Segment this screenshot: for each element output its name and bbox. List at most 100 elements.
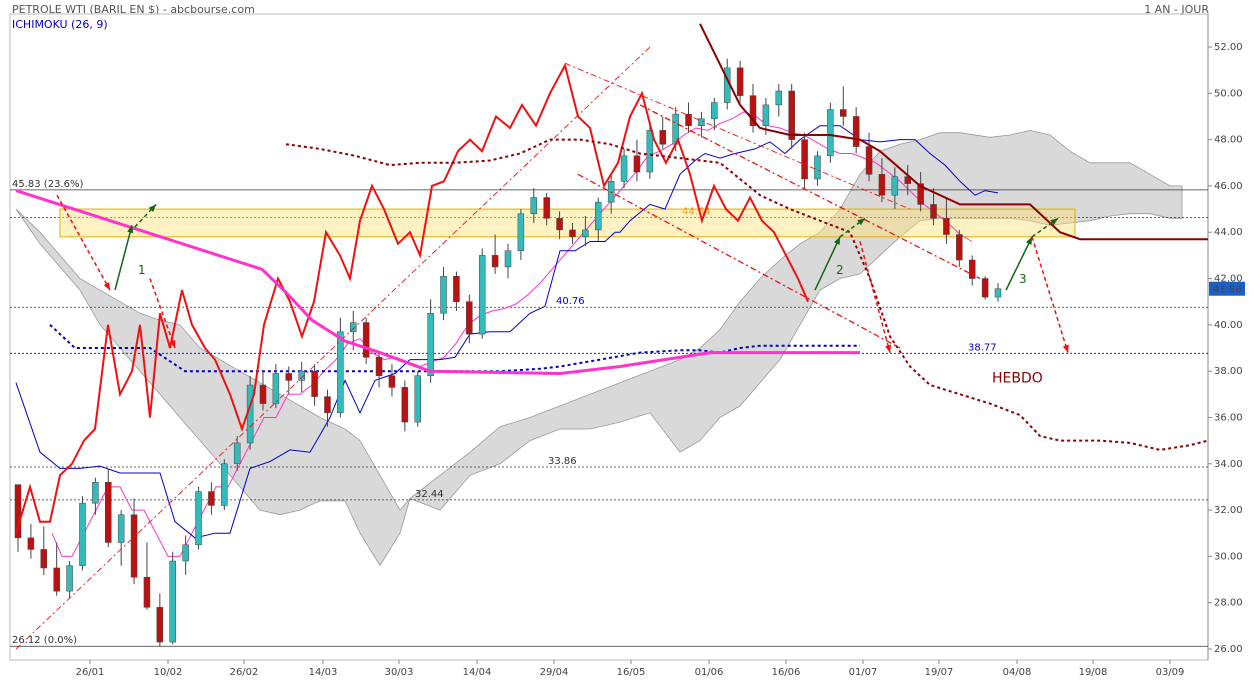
arrow-up-green	[814, 236, 841, 291]
hebdo-kijun-line	[699, 23, 1208, 241]
candle-body	[968, 259, 976, 279]
chart-title: PETROLE WTI (BARIL EN $) - abcbourse.com	[12, 3, 255, 16]
x-tick-label: 14/03	[309, 667, 338, 678]
candle-body	[66, 565, 73, 592]
arrow-down-red	[1031, 236, 1069, 353]
candle-body	[543, 197, 550, 219]
candle-body	[711, 102, 718, 120]
candle-body	[79, 502, 86, 566]
y-tick-label: 52.00	[1214, 42, 1243, 53]
candle-body	[453, 275, 460, 302]
candle-body	[956, 234, 963, 261]
y-tick-label: 28.00	[1214, 598, 1243, 609]
candle-body	[388, 375, 396, 388]
arrow-down-red	[149, 278, 176, 349]
y-tick-label: 50.00	[1214, 88, 1243, 99]
x-tick-label: 14/04	[463, 667, 492, 678]
y-tick-label: 42.00	[1214, 274, 1243, 285]
x-tick-label: 30/03	[385, 667, 414, 678]
candle-body	[105, 482, 112, 543]
candle-body	[466, 301, 473, 335]
x-tick-label: 03/09	[1156, 667, 1185, 678]
x-tick-label: 29/04	[540, 667, 569, 678]
candle-body	[788, 90, 795, 140]
y-tick-label: 48.00	[1214, 135, 1243, 146]
arrow-up-green-dashed-head	[148, 204, 156, 212]
indicator-label: ICHIMOKU (26, 9)	[12, 18, 108, 31]
cloud-area-1	[15, 208, 411, 567]
candle-body	[375, 357, 383, 377]
x-tick-label: 26/02	[230, 667, 259, 678]
candle-body	[827, 109, 834, 157]
tenkan-line	[15, 125, 999, 539]
candle-body	[272, 373, 280, 404]
y-tick-label: 36.00	[1214, 412, 1243, 423]
candle-body	[814, 155, 821, 180]
candle-body	[92, 482, 99, 504]
candle-body	[208, 491, 215, 506]
trend-channel-line	[15, 46, 651, 650]
candle-body	[530, 197, 538, 214]
mid-trend-line	[639, 104, 981, 280]
candle-body	[749, 95, 757, 126]
arrow-down-red-head	[885, 344, 892, 353]
x-tick-label: 04/08	[1003, 667, 1032, 678]
candle-body	[865, 146, 873, 175]
arrow-down-red-head	[103, 282, 110, 291]
candle-body	[311, 370, 318, 397]
arrow-up-green-head	[834, 236, 840, 245]
x-tick-label: 16/05	[617, 667, 646, 678]
candle-body	[981, 278, 989, 298]
candle-body	[917, 183, 924, 205]
last-price-label: 41.56	[1213, 285, 1242, 296]
senkou-line	[49, 324, 860, 373]
x-tick-label: 10/02	[154, 667, 183, 678]
y-tick-label: 44.00	[1214, 227, 1243, 238]
level-label: 40.76	[556, 296, 585, 307]
arrow-up-green	[114, 225, 133, 291]
candle-body	[762, 104, 770, 126]
annotation-label: 2	[836, 263, 844, 277]
candle-body	[943, 218, 950, 235]
y-tick-label: 34.00	[1214, 459, 1243, 470]
lower-trend-line	[577, 173, 901, 349]
kijun-line	[51, 111, 973, 557]
candle-body	[930, 204, 937, 219]
level-label: 38.77	[968, 342, 997, 353]
arrow-down-red	[859, 241, 891, 353]
candle-body	[840, 109, 847, 117]
candle-body	[156, 607, 164, 643]
candle-body	[117, 514, 125, 543]
y-tick-label: 40.00	[1214, 320, 1243, 331]
candle-body	[775, 90, 783, 106]
price-trace-line	[15, 62, 809, 534]
y-tick-label: 46.00	[1214, 181, 1243, 192]
candle-body	[324, 396, 331, 414]
annotation-label: 1	[138, 263, 146, 277]
level-label: 33.86	[548, 456, 577, 467]
y-tick-label: 38.00	[1214, 366, 1243, 377]
annotation-label: 3	[1019, 272, 1027, 286]
arrow-up-green-dashed	[1031, 217, 1059, 238]
annotation-label: HEBDO	[992, 371, 1043, 387]
x-tick-label: 19/08	[1079, 667, 1108, 678]
candle-body	[517, 213, 525, 252]
candle-body	[582, 229, 589, 238]
candle-body	[646, 130, 654, 173]
trend-magenta-line	[15, 189, 860, 376]
arrow-down-red-head	[1062, 344, 1069, 353]
candle-body	[182, 544, 189, 562]
period-label[interactable]: 1 AN - JOUR	[1144, 3, 1209, 16]
candle-body	[904, 176, 911, 184]
candle-body	[620, 155, 628, 182]
candle-body	[685, 113, 692, 126]
arrow-up-green-dashed	[839, 217, 866, 238]
arrow-up-green	[1005, 236, 1033, 291]
x-tick-label: 19/07	[925, 667, 954, 678]
candle-body	[169, 560, 176, 643]
candle-body	[233, 442, 241, 465]
candle-body	[595, 201, 602, 231]
candle-body	[414, 375, 421, 423]
candle-body	[569, 229, 576, 238]
x-tick-label: 16/06	[772, 667, 801, 678]
